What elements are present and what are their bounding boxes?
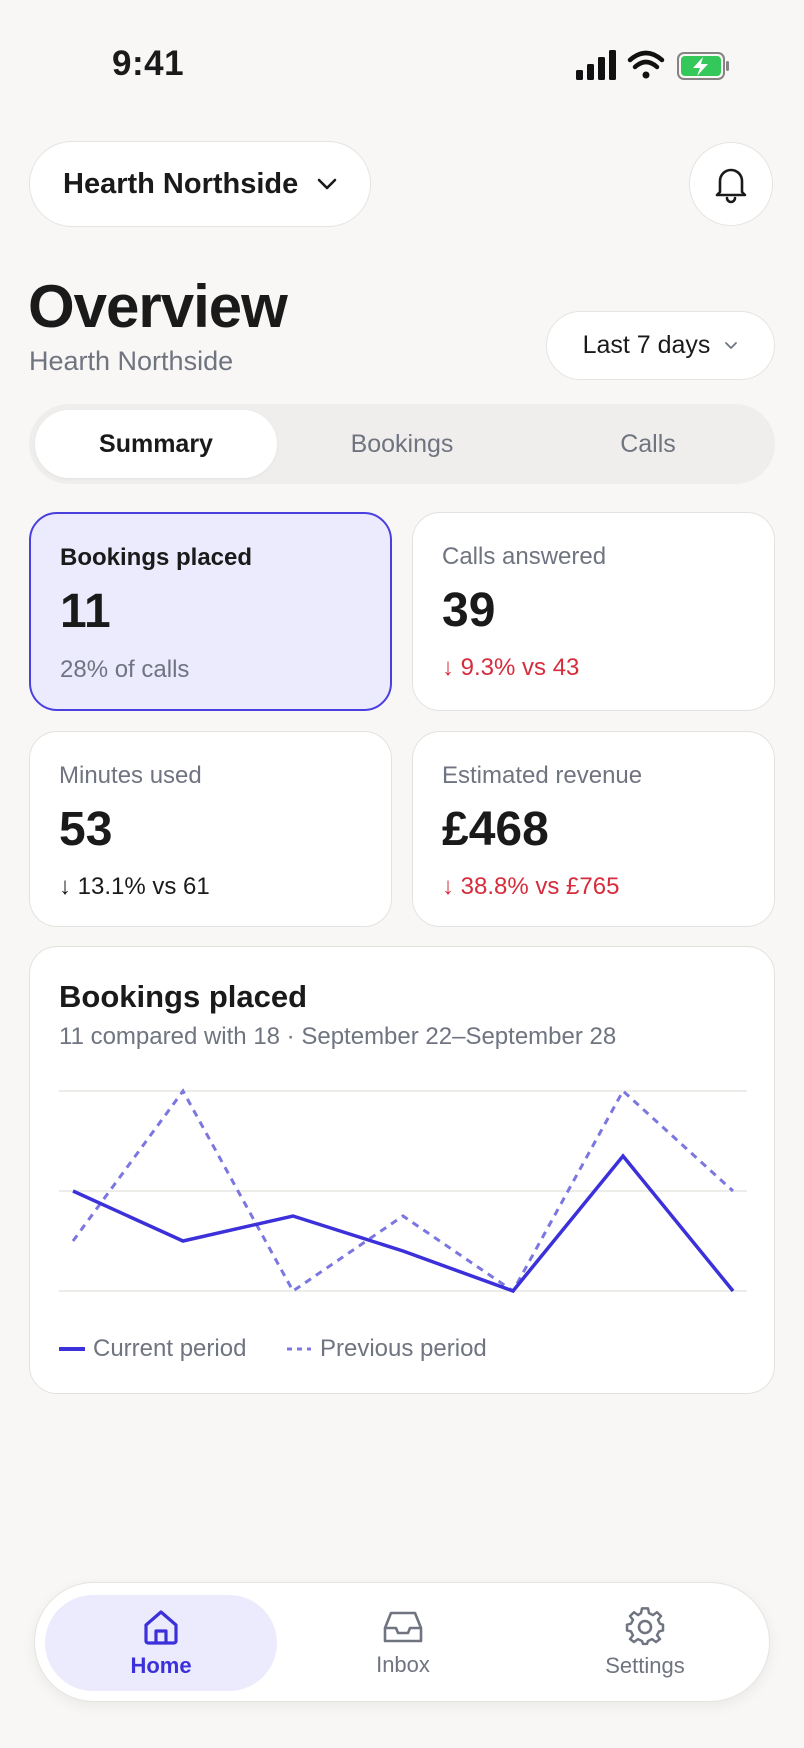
metric-value: 53 — [59, 803, 113, 856]
page-title: Overview — [28, 273, 288, 340]
page-subtitle: Hearth Northside — [29, 346, 234, 376]
nav-settings[interactable]: Settings — [529, 1595, 761, 1691]
metric-trend: ↓ 13.1% vs 61 — [59, 873, 210, 900]
metric-trend: ↓ 38.8% vs £765 — [442, 873, 620, 900]
legend-current: Current period — [59, 1335, 246, 1363]
legend-swatch-current — [59, 1347, 85, 1351]
tab-bookings[interactable]: Bookings — [350, 429, 454, 458]
location-label: Hearth Northside — [63, 167, 299, 200]
legend-label-current: Current period — [93, 1335, 247, 1362]
status-icons — [576, 50, 729, 80]
gear-icon — [625, 1607, 665, 1646]
date-range-label: Last 7 days — [582, 331, 711, 359]
nav-home[interactable]: Home — [45, 1595, 277, 1691]
metric-value: 11 — [60, 585, 111, 638]
segmented-tabs: Summary Bookings Calls — [29, 404, 775, 484]
metric-value: 39 — [442, 584, 496, 637]
metric-card-calls[interactable]: Calls answered 39 ↓ 9.3% vs 43 — [412, 512, 775, 711]
status-time: 9:41 — [112, 44, 185, 83]
chevron-down-icon — [725, 342, 738, 349]
metric-card-bookings[interactable]: Bookings placed 11 28% of calls — [29, 512, 392, 711]
metric-label: Calls answered — [442, 543, 607, 570]
series-line-current — [72, 1153, 735, 1294]
home-icon — [144, 1610, 178, 1645]
metric-label: Minutes used — [59, 762, 202, 789]
legend-previous: Previous period — [286, 1335, 487, 1363]
metric-sub: 28% of calls — [60, 656, 190, 683]
metric-label: Bookings placed — [60, 544, 253, 571]
battery-icon — [677, 52, 729, 80]
signal-icon — [576, 50, 616, 80]
notifications-button[interactable] — [689, 142, 773, 226]
chart-subtitle: 11 compared with 18 · September 22–Septe… — [59, 1023, 617, 1050]
date-range-selector[interactable]: Last 7 days — [546, 311, 775, 380]
legend-swatch-previous — [287, 1347, 311, 1351]
chevron-down-icon — [317, 178, 337, 190]
chart-title: Bookings placed — [59, 979, 308, 1014]
metric-card-revenue[interactable]: Estimated revenue £468 ↓ 38.8% vs £765 — [412, 731, 775, 927]
series-line-previous — [71, 1088, 735, 1294]
bookings-line-chart — [59, 1088, 747, 1294]
bell-icon — [715, 168, 747, 204]
nav-inbox-label: Inbox — [376, 1652, 430, 1677]
bottom-nav: Home Inbox Settings — [34, 1582, 770, 1702]
metric-trend: ↓ 9.3% vs 43 — [442, 654, 580, 681]
metric-label: Estimated revenue — [442, 762, 643, 789]
tab-summary[interactable]: Summary — [35, 410, 277, 478]
location-selector[interactable]: Hearth Northside — [29, 141, 371, 227]
metric-card-minutes[interactable]: Minutes used 53 ↓ 13.1% vs 61 — [29, 731, 392, 927]
nav-settings-label: Settings — [605, 1653, 685, 1678]
legend-label-previous: Previous period — [320, 1335, 487, 1362]
tab-calls[interactable]: Calls — [620, 429, 676, 458]
metric-value: £468 — [442, 803, 549, 856]
bookings-chart-card: Bookings placed 11 compared with 18 · Se… — [29, 946, 775, 1394]
inbox-icon — [383, 1611, 423, 1643]
nav-inbox[interactable]: Inbox — [287, 1595, 519, 1691]
nav-home-label: Home — [130, 1653, 192, 1678]
wifi-icon — [627, 50, 665, 79]
